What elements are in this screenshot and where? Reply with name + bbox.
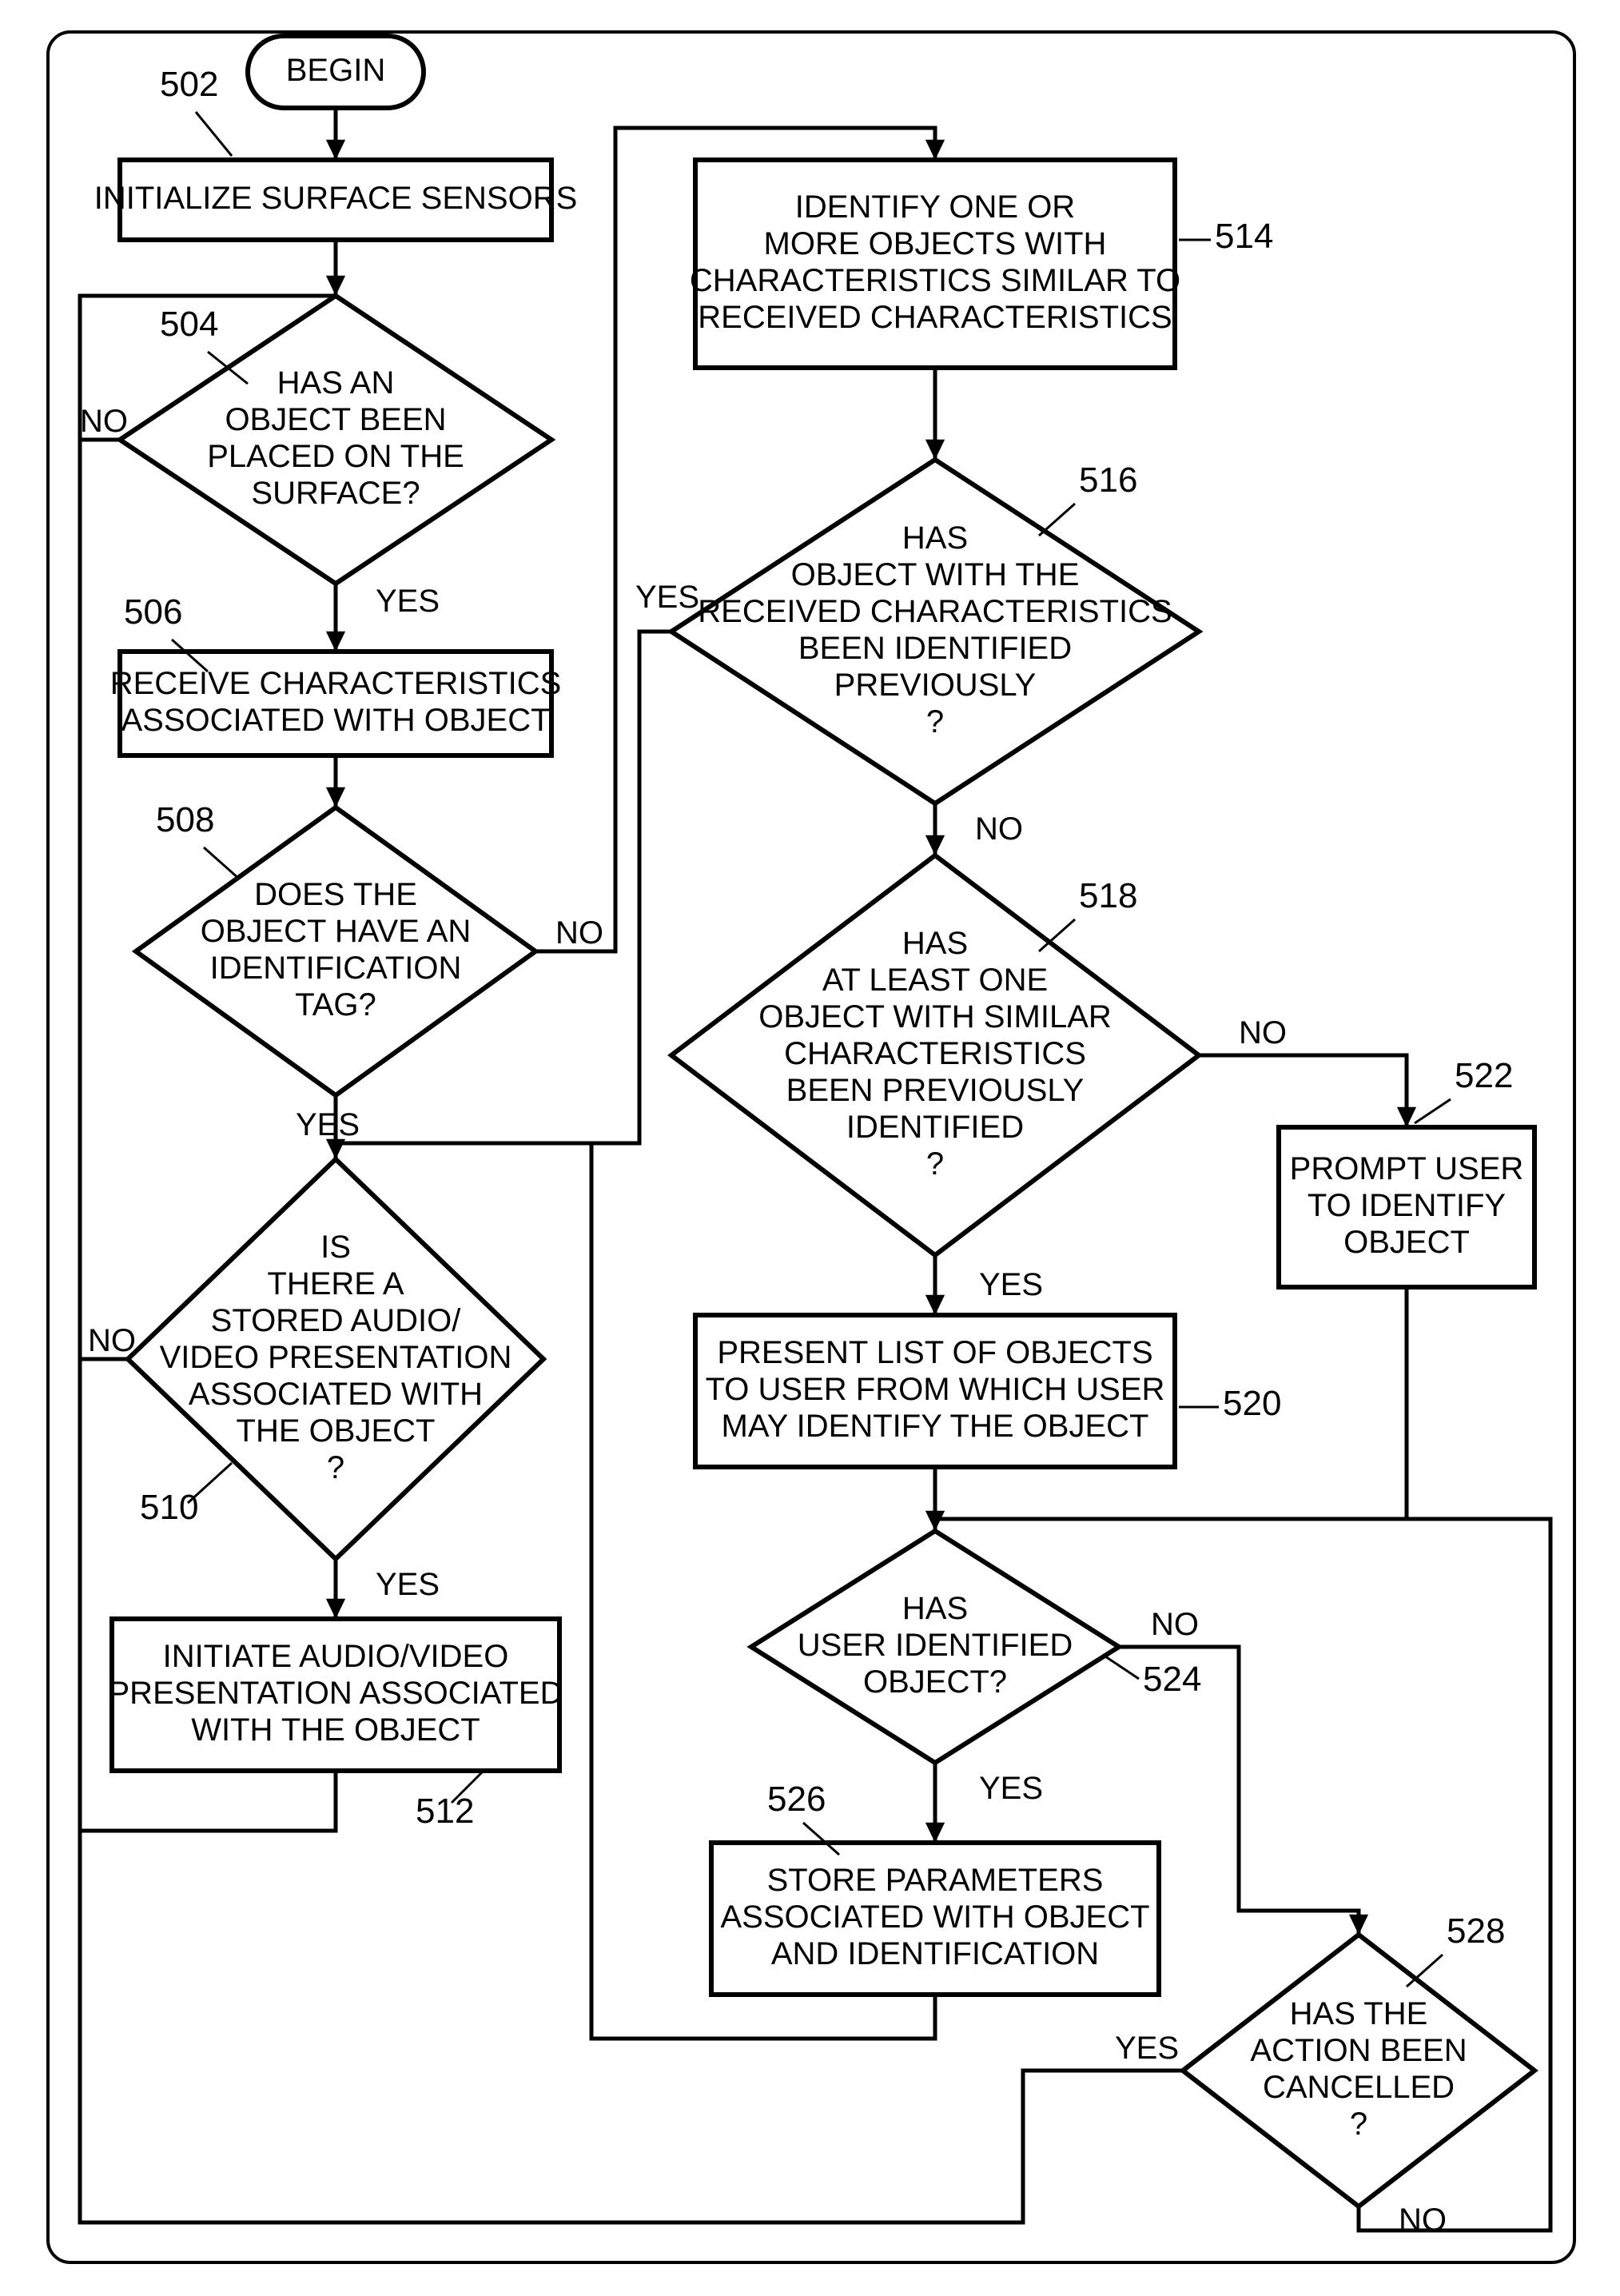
edge-label: NO bbox=[975, 811, 1023, 847]
edge-label: NO bbox=[88, 1323, 136, 1358]
ref-label-526: 526 bbox=[767, 1780, 826, 1819]
process-n502-text: INITIALIZE SURFACE SENSORS bbox=[94, 181, 578, 216]
ref-label-510: 510 bbox=[140, 1488, 198, 1527]
edge-label: YES bbox=[376, 1567, 440, 1602]
ref-label-506: 506 bbox=[124, 592, 182, 632]
ref-label-516: 516 bbox=[1079, 460, 1137, 500]
edge-label: YES bbox=[979, 1771, 1043, 1806]
ref-label-512: 512 bbox=[416, 1792, 474, 1831]
ref-label-522: 522 bbox=[1455, 1056, 1513, 1095]
ref-label-514: 514 bbox=[1215, 217, 1273, 256]
ref-label-528: 528 bbox=[1447, 1911, 1505, 1951]
process-n520-text: PRESENT LIST OF OBJECTSTO USER FROM WHIC… bbox=[706, 1335, 1165, 1444]
ref-leader bbox=[1103, 1655, 1139, 1679]
ref-label-520: 520 bbox=[1223, 1384, 1281, 1423]
ref-leader bbox=[1039, 504, 1075, 536]
edge-label: NO bbox=[1239, 1015, 1287, 1050]
ref-leader bbox=[1415, 1099, 1451, 1123]
edge-label: YES bbox=[1115, 2031, 1179, 2066]
edge-label: NO bbox=[1151, 1607, 1199, 1642]
edge-label: NO bbox=[555, 915, 603, 951]
edge-label: YES bbox=[635, 580, 699, 615]
ref-label-502: 502 bbox=[160, 65, 218, 104]
ref-leader bbox=[204, 847, 240, 879]
ref-label-508: 508 bbox=[156, 800, 214, 839]
edge-label: YES bbox=[376, 584, 440, 619]
ref-leader bbox=[196, 112, 232, 156]
flow-edge bbox=[1199, 1055, 1407, 1127]
process-n526-text: STORE PARAMETERSASSOCIATED WITH OBJECTAN… bbox=[720, 1863, 1149, 1971]
edge-label: NO bbox=[1399, 2202, 1447, 2238]
ref-label-524: 524 bbox=[1143, 1660, 1201, 1699]
flow-edge bbox=[80, 296, 128, 1359]
ref-label-518: 518 bbox=[1079, 876, 1137, 915]
edge-label: YES bbox=[979, 1267, 1043, 1302]
decision-n510-text: ISTHERE ASTORED AUDIO/VIDEO PRESENTATION… bbox=[160, 1230, 512, 1485]
edge-label: YES bbox=[296, 1107, 360, 1142]
ref-leader bbox=[1407, 1955, 1443, 1987]
ref-label-504: 504 bbox=[160, 305, 218, 344]
terminator-begin-text: BEGIN bbox=[286, 53, 385, 88]
edge-label: NO bbox=[80, 404, 128, 439]
